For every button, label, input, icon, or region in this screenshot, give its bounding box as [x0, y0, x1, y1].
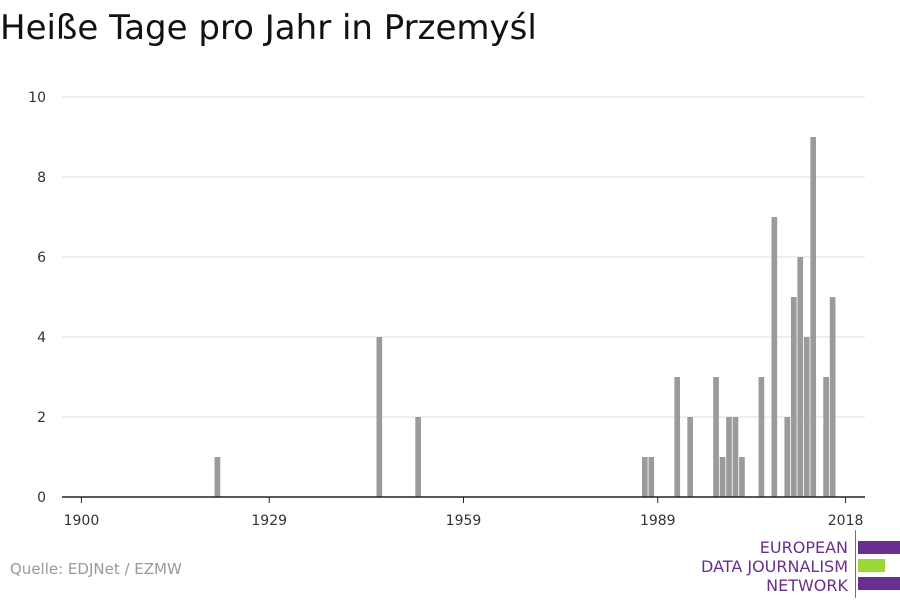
- y-tick-label: 2: [37, 410, 46, 426]
- bar: [790, 297, 797, 497]
- y-tick-label: 4: [37, 330, 46, 346]
- chart-title: Heiße Tage pro Jahr in Przemyśl: [0, 8, 537, 48]
- y-tick-label: 10: [28, 90, 46, 106]
- bar: [732, 417, 739, 497]
- logo-bar-top: [858, 541, 900, 554]
- logo-text-line-1: EUROPEAN: [759, 538, 848, 557]
- x-tick-label: 1929: [251, 513, 287, 529]
- bar: [739, 457, 745, 497]
- bar: [648, 457, 655, 497]
- bar: [823, 377, 829, 497]
- logo-bar-bottom: [858, 577, 900, 590]
- bar: [641, 457, 648, 497]
- bar: [829, 297, 836, 497]
- source-note: Quelle: EDJNet / EZMW: [10, 560, 182, 578]
- bar: [415, 417, 422, 497]
- x-tick-label: 1959: [446, 513, 482, 529]
- x-tick-label: 1989: [640, 513, 676, 529]
- logo-text-line-2: DATA JOURNALISM: [701, 557, 848, 576]
- bar: [376, 337, 383, 497]
- bar: [803, 337, 810, 497]
- y-tick-label: 8: [37, 170, 46, 186]
- bar: [726, 417, 732, 497]
- logo-bar-middle: [858, 559, 885, 572]
- logo-separator: [855, 530, 856, 598]
- bar: [674, 377, 681, 497]
- y-tick-label: 6: [37, 250, 46, 266]
- bar: [784, 417, 791, 497]
- logo-text-line-3: NETWORK: [766, 576, 848, 595]
- bar: [687, 417, 693, 497]
- bar: [771, 217, 778, 497]
- y-tick-label: 0: [37, 490, 46, 506]
- bar: [214, 457, 221, 497]
- x-tick-label: 2018: [828, 513, 864, 529]
- edjnet-logo: EUROPEAN DATA JOURNALISM NETWORK: [700, 530, 900, 598]
- bar: [797, 257, 804, 497]
- bar: [713, 377, 719, 497]
- bar: [719, 457, 726, 497]
- x-tick-label: 1900: [64, 513, 100, 529]
- bar: [810, 137, 817, 497]
- bar: [758, 377, 765, 497]
